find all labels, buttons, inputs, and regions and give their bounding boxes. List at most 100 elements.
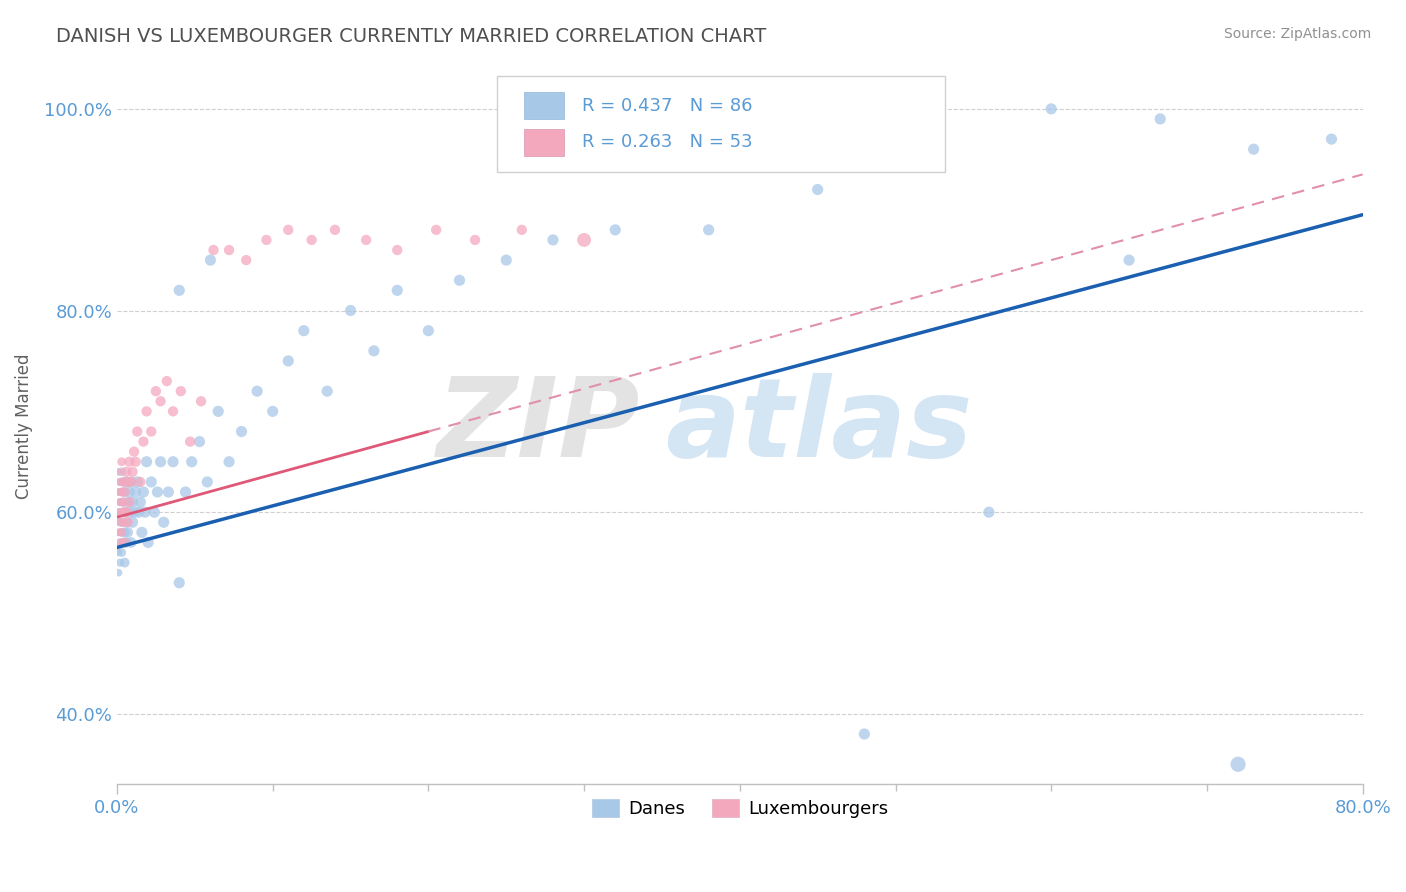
- Text: R = 0.437   N = 86: R = 0.437 N = 86: [582, 96, 752, 115]
- Point: [127, 475, 149, 489]
- Point: [231, 425, 253, 439]
- Point: [1149, 112, 1171, 126]
- Point: [149, 455, 172, 469]
- Point: [111, 525, 134, 540]
- Point: [179, 434, 201, 449]
- Point: [145, 384, 167, 399]
- Point: [136, 535, 159, 549]
- Point: [143, 505, 166, 519]
- Point: [572, 233, 595, 247]
- Point: [108, 495, 131, 509]
- Point: [697, 223, 720, 237]
- Point: [915, 132, 938, 146]
- Point: [510, 223, 533, 237]
- Point: [118, 495, 141, 509]
- Point: [118, 505, 141, 519]
- Point: [107, 505, 129, 519]
- Point: [107, 505, 129, 519]
- Point: [202, 243, 225, 257]
- Y-axis label: Currently Married: Currently Married: [15, 354, 32, 500]
- Text: atlas: atlas: [665, 373, 973, 480]
- Point: [120, 535, 142, 549]
- Point: [256, 233, 278, 247]
- Point: [156, 374, 179, 388]
- Point: [111, 505, 134, 519]
- Point: [1227, 757, 1250, 772]
- Point: [108, 515, 131, 529]
- Point: [1243, 142, 1265, 156]
- Point: [115, 515, 138, 529]
- Point: [107, 485, 129, 500]
- Point: [495, 253, 517, 268]
- Point: [117, 495, 139, 509]
- FancyBboxPatch shape: [524, 92, 564, 120]
- Point: [418, 324, 440, 338]
- Point: [120, 475, 142, 489]
- Point: [112, 475, 135, 489]
- Point: [132, 485, 155, 500]
- Point: [112, 505, 135, 519]
- Point: [339, 303, 361, 318]
- Point: [111, 545, 134, 559]
- FancyBboxPatch shape: [496, 76, 945, 172]
- Point: [107, 545, 129, 559]
- Legend: Danes, Luxembourgers: Danes, Luxembourgers: [585, 792, 896, 825]
- Point: [108, 505, 131, 519]
- Point: [114, 485, 136, 500]
- Point: [114, 505, 136, 519]
- Point: [195, 475, 218, 489]
- Point: [218, 455, 240, 469]
- Point: [111, 515, 134, 529]
- Point: [129, 495, 152, 509]
- Point: [108, 475, 131, 489]
- Point: [112, 475, 135, 489]
- Point: [112, 495, 135, 509]
- Point: [541, 233, 564, 247]
- Point: [114, 485, 136, 500]
- Point: [122, 505, 145, 519]
- Point: [117, 475, 139, 489]
- Point: [235, 253, 257, 268]
- Point: [121, 465, 143, 479]
- Point: [135, 404, 157, 418]
- Point: [180, 455, 202, 469]
- Point: [1320, 132, 1343, 146]
- Point: [1040, 102, 1063, 116]
- Point: [449, 273, 471, 287]
- Point: [129, 475, 152, 489]
- Point: [316, 384, 339, 399]
- Point: [387, 243, 409, 257]
- Point: [134, 505, 156, 519]
- Point: [114, 556, 136, 570]
- Text: DANISH VS LUXEMBOURGER CURRENTLY MARRIED CORRELATION CHART: DANISH VS LUXEMBOURGER CURRENTLY MARRIED…: [56, 27, 766, 45]
- Point: [111, 485, 134, 500]
- Point: [853, 727, 876, 741]
- Point: [135, 455, 157, 469]
- Point: [127, 425, 149, 439]
- Point: [121, 515, 143, 529]
- Point: [112, 515, 135, 529]
- Point: [167, 284, 190, 298]
- Point: [174, 485, 197, 500]
- Point: [124, 485, 146, 500]
- Point: [120, 475, 142, 489]
- Point: [323, 223, 346, 237]
- Point: [111, 485, 134, 500]
- Point: [200, 253, 222, 268]
- Point: [977, 505, 1000, 519]
- Point: [146, 485, 169, 500]
- Point: [108, 515, 131, 529]
- Point: [152, 515, 174, 529]
- Point: [246, 384, 269, 399]
- Point: [107, 566, 129, 580]
- Point: [387, 284, 409, 298]
- Point: [141, 425, 163, 439]
- Point: [111, 465, 134, 479]
- Point: [141, 475, 163, 489]
- Point: [1118, 253, 1140, 268]
- Point: [115, 465, 138, 479]
- Point: [112, 495, 135, 509]
- Point: [108, 495, 131, 509]
- Point: [464, 233, 486, 247]
- Point: [170, 384, 193, 399]
